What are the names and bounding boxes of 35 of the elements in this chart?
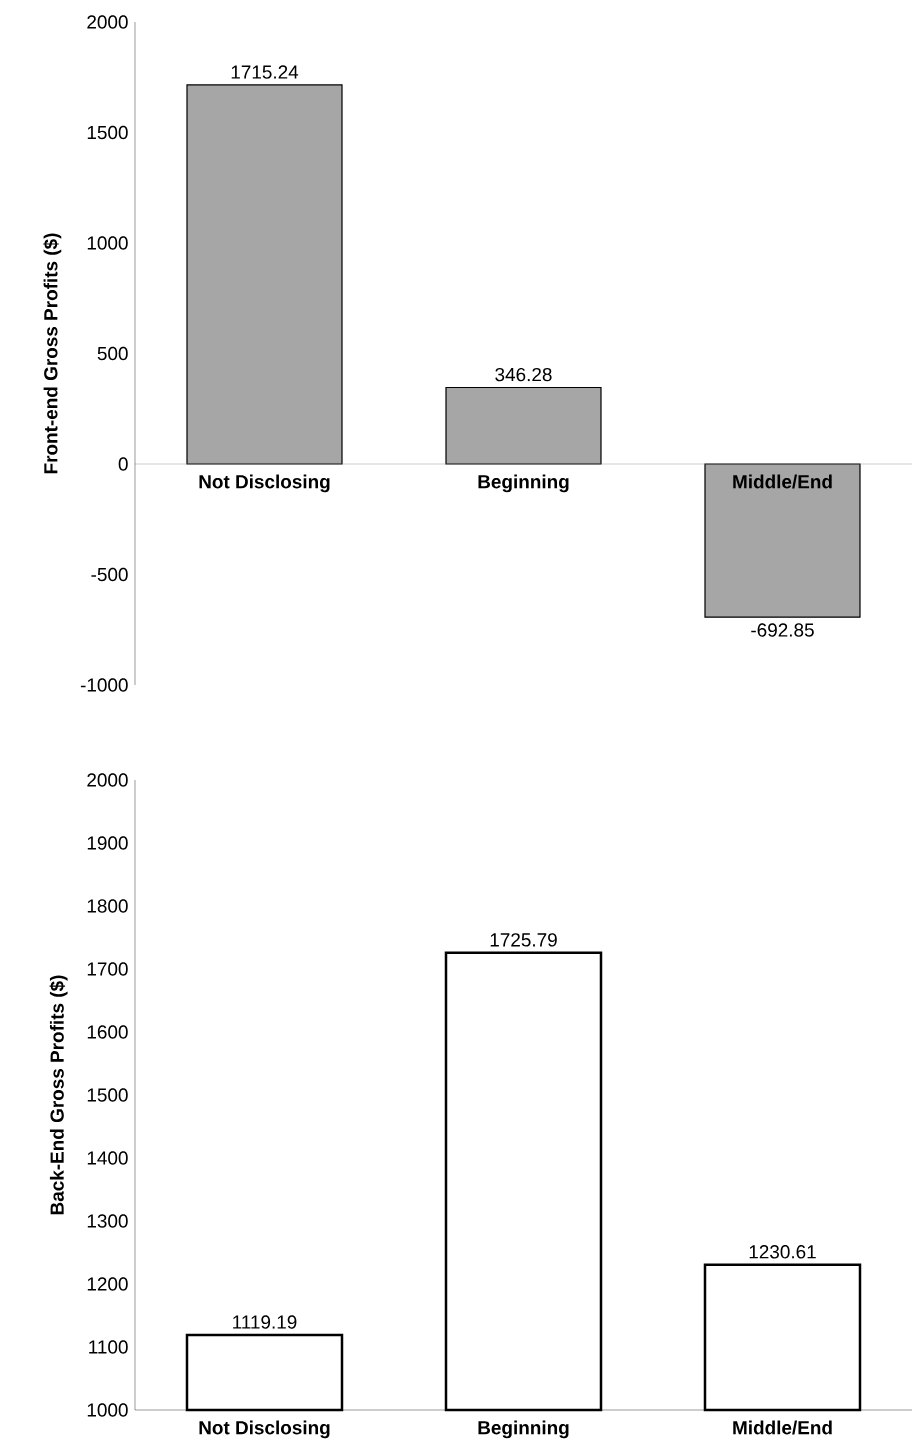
y-tick-label: 1500	[87, 1088, 128, 1102]
y-tick-label: 1800	[87, 899, 128, 913]
y-tick-label: 1900	[87, 836, 128, 850]
y-tick-label: 2000	[87, 15, 128, 29]
x-tick-label: Not Disclosing	[199, 1420, 330, 1439]
x-tick-label: Not Disclosing	[199, 474, 330, 493]
y-tick-label: 1100	[89, 1340, 128, 1354]
y-tick-label: 1700	[87, 962, 128, 976]
x-tick-label: Middle/End	[733, 474, 832, 489]
y-tick-label: -1000	[80, 678, 128, 692]
bar	[445, 386, 602, 465]
x-tick-label: Middle/End	[733, 1420, 832, 1435]
data-label: 1715.24	[231, 65, 299, 79]
x-tick-label: Beginning	[478, 1420, 569, 1439]
y-tick-label: 1000	[87, 236, 128, 250]
y-tick-label: 1600	[87, 1025, 128, 1039]
bar	[704, 463, 861, 618]
y-axis-title: Back-End Gross Profits ($)	[49, 975, 68, 1215]
x-tick-label: Beginning	[478, 474, 569, 493]
y-tick-label: 2000	[87, 773, 128, 787]
y-tick-label: 1300	[87, 1214, 128, 1228]
y-tick-label: 1500	[87, 125, 128, 140]
y-tick-label: 1000	[87, 1403, 128, 1417]
data-label: 346.28	[495, 367, 552, 382]
y-axis-title: Front-end Gross Profits ($)	[43, 233, 62, 474]
bar	[186, 84, 343, 465]
data-label: 1119.19	[233, 1315, 297, 1329]
data-label: 1230.61	[749, 1245, 816, 1259]
y-tick-label: 1400	[87, 1151, 128, 1165]
y-tick-label: 1200	[87, 1277, 128, 1291]
data-label: -692.85	[751, 623, 814, 637]
y-tick-label: 0	[118, 457, 128, 471]
y-tick-label: 500	[97, 346, 128, 361]
data-label: 1725.79	[490, 933, 557, 947]
y-tick-label: -500	[91, 567, 128, 582]
